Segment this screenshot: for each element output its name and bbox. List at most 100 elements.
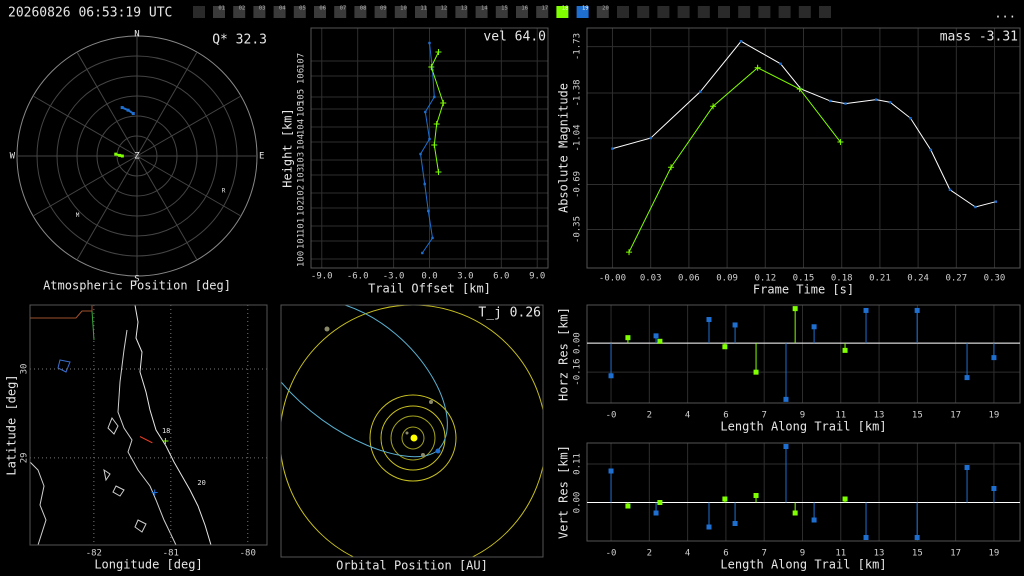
x-tick-label: 0.0: [421, 272, 437, 282]
stem-marker: [657, 500, 663, 505]
plot-frame: [586, 304, 1021, 404]
stem-marker: [753, 369, 759, 375]
x-tick-label: 17: [950, 549, 961, 559]
x-tick-label: -9.0: [311, 272, 333, 282]
frame-box[interactable]: [354, 6, 367, 18]
more-menu[interactable]: ...: [994, 7, 1016, 21]
frame-label: 07: [340, 6, 347, 12]
stem-marker: [964, 375, 970, 381]
compass-label: W: [10, 152, 16, 162]
frame-box[interactable]: [798, 6, 811, 18]
x-tick-label: 15: [912, 411, 923, 421]
point-marker: [779, 62, 782, 66]
frame-box[interactable]: [435, 6, 448, 18]
frame-box[interactable]: [718, 6, 730, 18]
y-tick-label: 30: [20, 364, 30, 375]
x-tick-label: -0.00: [599, 274, 626, 284]
point-marker: [699, 90, 702, 93]
y-tick-label: 101: [297, 233, 307, 249]
y-axis-label: Latitude [deg]: [5, 374, 19, 475]
plot-frame: [586, 442, 1021, 542]
frame-label: 18: [562, 6, 569, 12]
x-tick-label: 3.0: [457, 272, 473, 282]
frame-box[interactable]: [697, 6, 710, 18]
frame-box[interactable]: [657, 6, 670, 18]
frame-box[interactable]: [778, 6, 791, 18]
frame-box[interactable]: [819, 6, 831, 18]
frame-box[interactable]: [455, 6, 468, 18]
point-marker: [419, 152, 422, 156]
x-tick-label: -6.0: [347, 272, 369, 282]
frame-box[interactable]: [475, 6, 488, 18]
x-tick-label: -80: [240, 549, 256, 559]
point-marker: [421, 251, 424, 255]
grid-spoke: [32, 95, 138, 157]
frame-label: 02: [239, 6, 246, 12]
point-marker: [649, 136, 652, 140]
point-marker: [948, 188, 952, 191]
point-marker: [888, 101, 892, 104]
point-marker: [435, 169, 442, 175]
annotation: T_j 0.26: [478, 306, 541, 321]
frame-box[interactable]: [213, 6, 225, 18]
x-axis-label: Length Along Trail [km]: [720, 558, 886, 572]
y-tick-label: 102: [297, 200, 307, 216]
frame-box[interactable]: [637, 6, 650, 18]
frame-box[interactable]: [677, 6, 690, 18]
x-tick-label: 0.03: [640, 274, 662, 284]
series-line: [430, 51, 444, 173]
y-tick-label: 0.00: [573, 492, 583, 514]
station-label: M: [76, 212, 80, 219]
y-tick-label: -1.38: [573, 79, 583, 106]
stem-marker: [991, 486, 997, 491]
frame-box[interactable]: [596, 6, 609, 18]
frame-label: 05: [299, 6, 306, 12]
x-tick-label: 13: [874, 411, 885, 421]
annotation: mass -3.31: [940, 30, 1018, 45]
frame-box[interactable]: [293, 6, 306, 18]
y-tick-label: 106: [297, 68, 307, 84]
y-tick-label: 0.00: [573, 332, 583, 354]
frame-box[interactable]: [394, 6, 407, 18]
frame-box[interactable]: [415, 6, 427, 18]
compass-label: E: [259, 152, 264, 162]
frame-box[interactable]: [334, 6, 347, 18]
y-axis-label: Horz Res [km]: [557, 307, 571, 401]
point-marker: [796, 85, 803, 92]
y-axis-label: Height [km]: [281, 108, 295, 187]
x-tick-label: -0: [606, 549, 617, 559]
x-tick-label: 6.0: [493, 272, 509, 282]
x-tick-label: 11: [835, 411, 846, 421]
x-tick-label: -0: [606, 411, 617, 421]
frame-box[interactable]: [374, 6, 387, 18]
track-point: [120, 154, 124, 158]
stem-marker: [863, 307, 869, 313]
x-tick-label: 7: [761, 411, 766, 421]
frame-box[interactable]: [233, 6, 246, 18]
stem-marker: [914, 535, 920, 540]
frame-box[interactable]: [556, 6, 569, 18]
frame-box[interactable]: [495, 6, 508, 18]
frame-box[interactable]: [253, 6, 266, 18]
orbit-diagram: [281, 305, 543, 557]
y-tick-label: 105: [297, 101, 307, 117]
frame-label: 08: [360, 6, 367, 12]
y-tick-label: -0.69: [573, 171, 583, 198]
frame-box[interactable]: [758, 6, 771, 18]
frame-box[interactable]: [617, 6, 629, 18]
x-tick-label: 0.09: [716, 274, 738, 284]
frame-box[interactable]: [273, 6, 286, 18]
track-point: [126, 108, 130, 112]
frame-box[interactable]: [516, 6, 528, 18]
frame-box[interactable]: [536, 6, 549, 18]
y-tick-label: -1.73: [573, 33, 583, 60]
frame-box[interactable]: [193, 6, 205, 18]
frame-box[interactable]: [576, 6, 589, 18]
x-tick-label: 0.24: [907, 274, 929, 284]
point-marker: [739, 40, 743, 43]
y-axis-label: Vert Res [km]: [557, 445, 571, 539]
frame-box[interactable]: [738, 6, 751, 18]
frame-box[interactable]: [314, 6, 326, 18]
x-tick-label: -3.0: [383, 272, 405, 282]
